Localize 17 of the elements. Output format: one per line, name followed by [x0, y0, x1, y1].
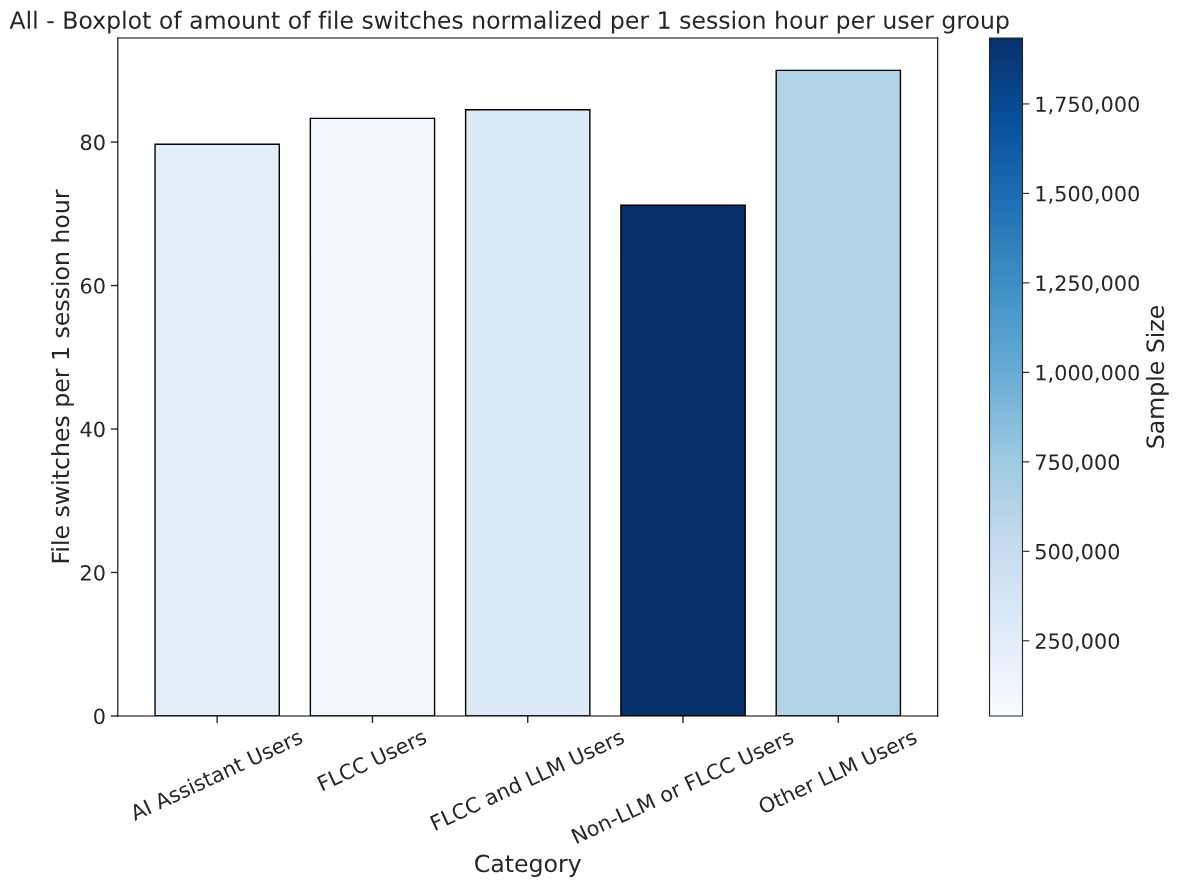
- x-axis-title: Category: [475, 854, 581, 877]
- color-bar-label: 250,000: [1035, 633, 1120, 652]
- y-tick-label: 0: [94, 708, 105, 725]
- y-tick-label: 20: [81, 564, 105, 581]
- color-bar-label: 1,250,000: [1036, 275, 1139, 294]
- color-bar-label: 1,000,000: [1036, 364, 1139, 383]
- y-tick-label: 60: [80, 278, 105, 294]
- y-tick-label: 40: [80, 421, 105, 438]
- x-tick-label: FLCC Users: [316, 728, 428, 792]
- y-axis-title: File switches per 1 session hour: [51, 189, 74, 563]
- y-tick-label: 80: [80, 134, 105, 151]
- color-bar-label: 750,000: [1036, 454, 1120, 473]
- color-bar-label: 1,750,000: [1036, 96, 1139, 115]
- color-bar-title: Sample Size: [1145, 306, 1169, 448]
- chart-title: All - Boxplot of amount of file switches normalized per 1 session hour per user group: [9, 10, 1009, 34]
- color-bar-label: 1,500,000: [1036, 185, 1139, 204]
- color-bar-label: 500,000: [1035, 543, 1120, 562]
